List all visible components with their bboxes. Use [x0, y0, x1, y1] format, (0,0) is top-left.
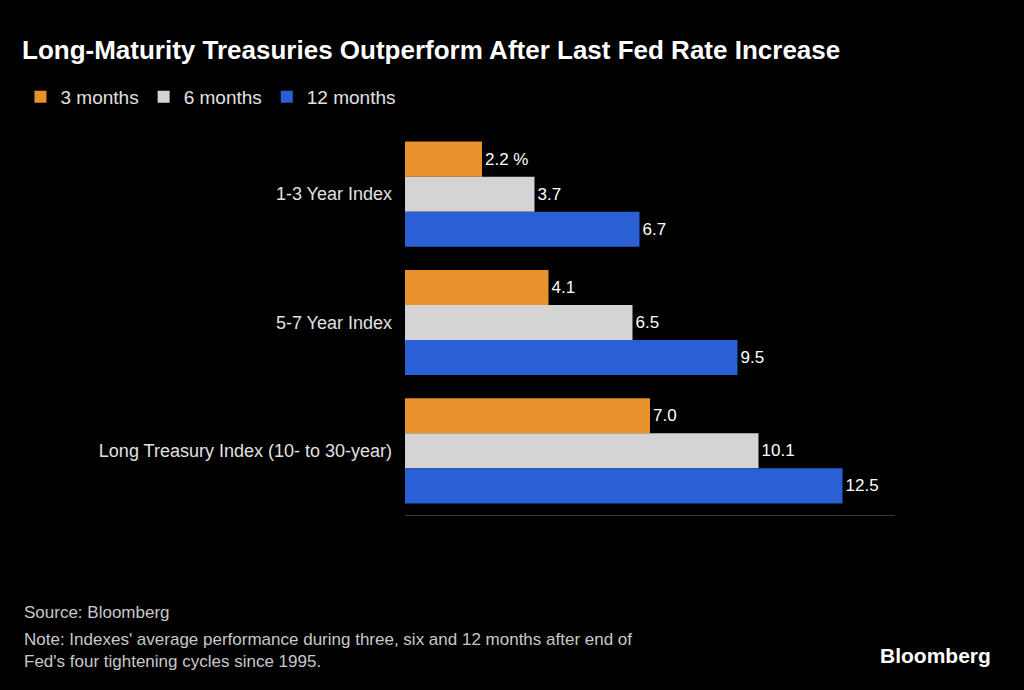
svg-text:3 months: 3 months — [60, 87, 138, 108]
svg-text:Source: Bloomberg: Source: Bloomberg — [24, 603, 170, 622]
svg-text:10.1: 10.1 — [762, 441, 795, 460]
svg-text:Long Treasury Index (10- to 30: Long Treasury Index (10- to 30-year) — [99, 441, 392, 461]
svg-text:6 months: 6 months — [184, 87, 262, 108]
svg-text:7.0: 7.0 — [653, 406, 677, 425]
svg-text:6.7: 6.7 — [643, 220, 667, 239]
svg-text:Long-Maturity Treasuries Outpe: Long-Maturity Treasuries Outperform Afte… — [22, 35, 840, 65]
svg-text:9.5: 9.5 — [741, 348, 765, 367]
svg-text:3.7: 3.7 — [538, 185, 562, 204]
svg-text:Bloomberg: Bloomberg — [880, 644, 991, 667]
svg-text:5-7 Year Index: 5-7 Year Index — [276, 313, 392, 333]
svg-text:Note: Indexes' average perform: Note: Indexes' average performance durin… — [24, 630, 632, 671]
svg-text:12 months: 12 months — [307, 87, 396, 108]
svg-text:1-3 Year Index: 1-3 Year Index — [276, 184, 392, 204]
svg-text:6.5: 6.5 — [636, 313, 660, 332]
svg-text:12.5: 12.5 — [846, 476, 879, 495]
svg-text:4.1: 4.1 — [552, 278, 576, 297]
svg-text:2.2 %: 2.2 % — [485, 150, 528, 169]
